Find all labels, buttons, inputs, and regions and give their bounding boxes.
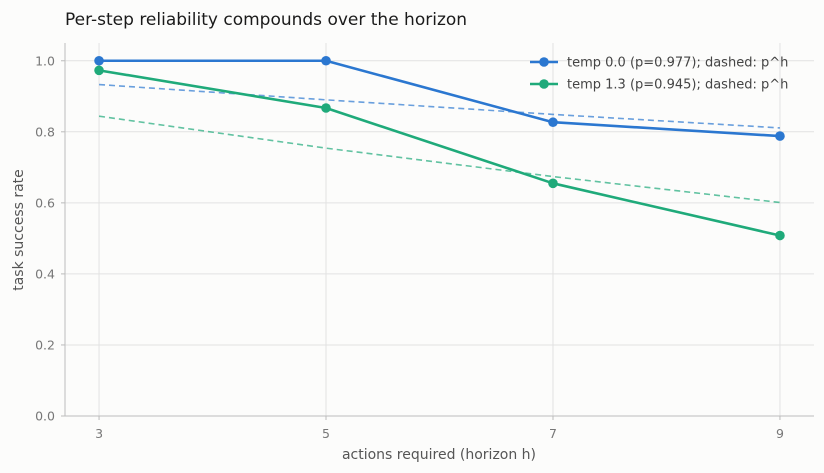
series-0-dashed-line <box>98 83 781 129</box>
x-tick-label: 5 <box>322 426 330 441</box>
grid <box>65 43 814 417</box>
legend-marker <box>539 57 549 67</box>
legend-label: temp 1.3 (p=0.945); dashed: p^h <box>567 78 788 93</box>
chart-title: Per-step reliability compounds over the … <box>65 10 467 30</box>
ticks: 0.0 0.2 0.4 0.6 0.8 1.0 3 5 7 9 <box>35 53 784 441</box>
y-tick-label: 0.8 <box>35 124 55 139</box>
legend: temp 0.0 (p=0.977); dashed: p^h temp 1.3 … <box>530 56 788 93</box>
y-tick-label: 0.6 <box>35 195 55 210</box>
x-tick-label: 9 <box>776 426 784 441</box>
dashed-lines <box>98 83 781 204</box>
series-1-line <box>98 69 781 237</box>
y-axis-label: task success rate <box>11 169 27 291</box>
x-tick-label: 3 <box>95 426 103 441</box>
series-0-point <box>775 131 785 141</box>
series-1-point <box>548 178 558 189</box>
series-1-dashed-line <box>98 115 781 204</box>
series-0-point <box>548 117 558 128</box>
legend-label: temp 0.0 (p=0.977); dashed: p^h <box>567 56 788 71</box>
series-0-line <box>99 59 781 138</box>
series-1-point <box>775 230 785 241</box>
series-0-point <box>321 55 331 66</box>
legend-marker <box>539 79 549 89</box>
y-tick-label: 1.0 <box>35 53 55 68</box>
series-1-point <box>321 103 331 113</box>
y-tick-label: 0.4 <box>35 266 55 281</box>
series-0-point <box>94 55 104 66</box>
y-tick-label: 0.0 <box>35 409 55 424</box>
x-axis-label: actions required (horizon h) <box>342 447 536 463</box>
y-tick-label: 0.2 <box>35 337 55 352</box>
series-1-point <box>94 65 104 76</box>
x-tick-label: 7 <box>549 426 557 441</box>
series-lines <box>94 55 785 241</box>
axes <box>64 43 814 417</box>
